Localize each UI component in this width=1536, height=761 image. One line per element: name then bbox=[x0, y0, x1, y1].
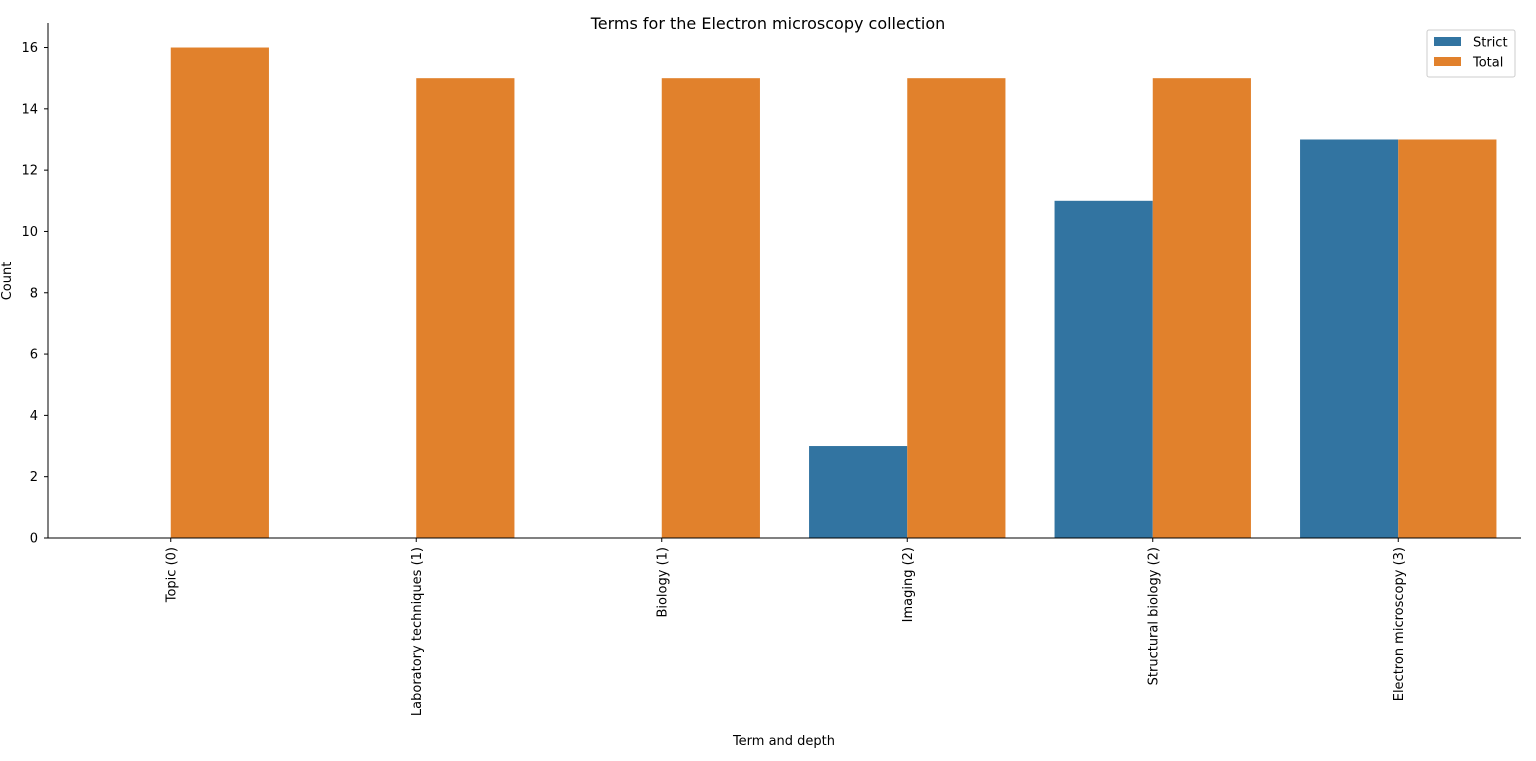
bar-total-5 bbox=[1152, 78, 1251, 539]
y-tick-label: 14 bbox=[21, 102, 38, 117]
y-tick-label: 2 bbox=[30, 470, 38, 485]
chart-title: Terms for the Electron microscopy collec… bbox=[590, 14, 946, 33]
x-tick-label: Imaging (2) bbox=[901, 547, 916, 622]
y-tick-label: 12 bbox=[21, 164, 38, 179]
x-tick-label: Electron microscopy (3) bbox=[1392, 547, 1407, 701]
x-axis-label: Term and depth bbox=[732, 734, 835, 749]
legend-label-total: Total bbox=[1472, 56, 1503, 71]
x-ticks-group: Topic (0) Laboratory techniques (1) Biolog… bbox=[164, 538, 1407, 716]
legend-swatch-strict bbox=[1434, 37, 1461, 46]
bar-total-6 bbox=[1398, 139, 1497, 539]
bars-group bbox=[170, 47, 1497, 539]
x-tick-label: Laboratory techniques (1) bbox=[410, 547, 425, 716]
y-tick-label: 4 bbox=[30, 409, 38, 424]
y-tick-label: 16 bbox=[21, 41, 38, 56]
legend-swatch-total bbox=[1434, 57, 1461, 66]
y-tick-label: 10 bbox=[21, 225, 38, 240]
bar-total-2 bbox=[416, 78, 515, 539]
x-tick-label: Biology (1) bbox=[655, 547, 670, 618]
legend: Strict Total bbox=[1426, 29, 1516, 78]
bar-strict-5 bbox=[1054, 200, 1153, 539]
bar-total-4 bbox=[907, 78, 1006, 539]
legend-label-strict: Strict bbox=[1473, 36, 1508, 51]
y-tick-label: 6 bbox=[30, 348, 38, 363]
y-ticks-group: 0 2 4 6 8 10 12 14 16 bbox=[21, 41, 48, 547]
bar-total-1 bbox=[170, 47, 269, 539]
y-tick-label: 0 bbox=[30, 532, 38, 547]
x-tick-label: Structural biology (2) bbox=[1146, 547, 1161, 685]
bar-strict-4 bbox=[809, 446, 908, 538]
y-tick-label: 8 bbox=[30, 286, 38, 301]
y-axis-label: Count bbox=[0, 262, 15, 301]
bar-strict-6 bbox=[1300, 139, 1399, 539]
x-tick-label: Topic (0) bbox=[164, 547, 179, 603]
bar-total-3 bbox=[661, 78, 760, 539]
